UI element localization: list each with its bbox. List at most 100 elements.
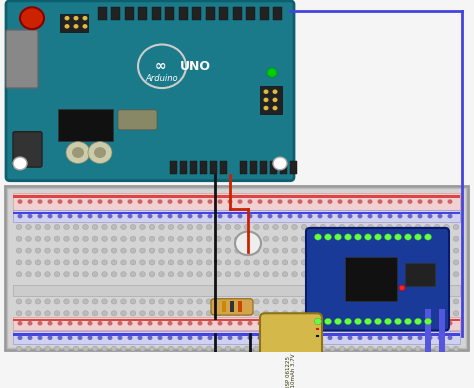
- Circle shape: [438, 214, 443, 218]
- Circle shape: [16, 311, 22, 316]
- Circle shape: [54, 225, 60, 230]
- Circle shape: [64, 334, 69, 340]
- Circle shape: [64, 24, 70, 29]
- Circle shape: [415, 299, 421, 304]
- Circle shape: [167, 214, 173, 218]
- Circle shape: [330, 260, 335, 265]
- Circle shape: [111, 225, 117, 230]
- Circle shape: [339, 346, 345, 351]
- Circle shape: [140, 311, 146, 316]
- Circle shape: [225, 299, 231, 304]
- Circle shape: [197, 322, 202, 327]
- Circle shape: [45, 272, 50, 277]
- Circle shape: [273, 157, 287, 170]
- Circle shape: [130, 322, 136, 327]
- Circle shape: [347, 199, 353, 204]
- Circle shape: [425, 346, 430, 351]
- Circle shape: [225, 311, 231, 316]
- Circle shape: [273, 272, 278, 277]
- Circle shape: [73, 260, 79, 265]
- Circle shape: [328, 321, 332, 326]
- Circle shape: [187, 322, 193, 327]
- Circle shape: [178, 236, 183, 241]
- Circle shape: [277, 214, 283, 218]
- Circle shape: [396, 225, 402, 230]
- Circle shape: [273, 311, 278, 316]
- Circle shape: [349, 346, 354, 351]
- Circle shape: [140, 225, 146, 230]
- Circle shape: [216, 260, 221, 265]
- Circle shape: [434, 322, 440, 327]
- Circle shape: [358, 322, 364, 327]
- Circle shape: [64, 260, 69, 265]
- Circle shape: [27, 214, 33, 218]
- Circle shape: [121, 260, 126, 265]
- Circle shape: [244, 346, 250, 351]
- Circle shape: [187, 260, 193, 265]
- Circle shape: [98, 336, 102, 340]
- Bar: [13, 331, 460, 344]
- Circle shape: [368, 225, 374, 230]
- Circle shape: [301, 225, 307, 230]
- Circle shape: [235, 311, 240, 316]
- Circle shape: [244, 311, 250, 316]
- Circle shape: [121, 311, 126, 316]
- Circle shape: [414, 234, 421, 240]
- Bar: [405, 263, 435, 286]
- Circle shape: [273, 248, 278, 253]
- Circle shape: [130, 225, 136, 230]
- Circle shape: [387, 272, 392, 277]
- Circle shape: [444, 299, 449, 304]
- Circle shape: [121, 322, 126, 327]
- Circle shape: [292, 311, 297, 316]
- Circle shape: [368, 299, 374, 304]
- Circle shape: [168, 346, 174, 351]
- Circle shape: [273, 98, 277, 102]
- Circle shape: [147, 214, 153, 218]
- Circle shape: [159, 272, 164, 277]
- Circle shape: [277, 321, 283, 326]
- Circle shape: [208, 214, 212, 218]
- Circle shape: [159, 299, 164, 304]
- Circle shape: [168, 311, 174, 316]
- Circle shape: [339, 299, 345, 304]
- Circle shape: [428, 214, 432, 218]
- Circle shape: [111, 311, 117, 316]
- Circle shape: [358, 299, 364, 304]
- Circle shape: [216, 334, 221, 340]
- Circle shape: [67, 321, 73, 326]
- Bar: [13, 193, 460, 210]
- Circle shape: [310, 334, 316, 340]
- Circle shape: [398, 321, 402, 326]
- Bar: [260, 161, 267, 174]
- Circle shape: [444, 334, 449, 340]
- Circle shape: [218, 321, 222, 326]
- Circle shape: [54, 260, 60, 265]
- Circle shape: [273, 90, 277, 94]
- Circle shape: [273, 106, 277, 110]
- Circle shape: [187, 236, 193, 241]
- Circle shape: [320, 346, 326, 351]
- Circle shape: [16, 322, 22, 327]
- Circle shape: [282, 299, 288, 304]
- Circle shape: [254, 236, 259, 241]
- Circle shape: [159, 346, 164, 351]
- Circle shape: [292, 346, 297, 351]
- Circle shape: [188, 199, 192, 204]
- Circle shape: [301, 260, 307, 265]
- Bar: [5, 186, 468, 350]
- Circle shape: [225, 260, 231, 265]
- Circle shape: [178, 322, 183, 327]
- Circle shape: [102, 299, 107, 304]
- Circle shape: [318, 321, 322, 326]
- Circle shape: [208, 199, 212, 204]
- Circle shape: [257, 336, 263, 340]
- Circle shape: [396, 299, 402, 304]
- Circle shape: [328, 214, 332, 218]
- Circle shape: [349, 225, 354, 230]
- Circle shape: [228, 336, 233, 340]
- Circle shape: [320, 299, 326, 304]
- Circle shape: [45, 322, 50, 327]
- Circle shape: [453, 334, 459, 340]
- Circle shape: [282, 225, 288, 230]
